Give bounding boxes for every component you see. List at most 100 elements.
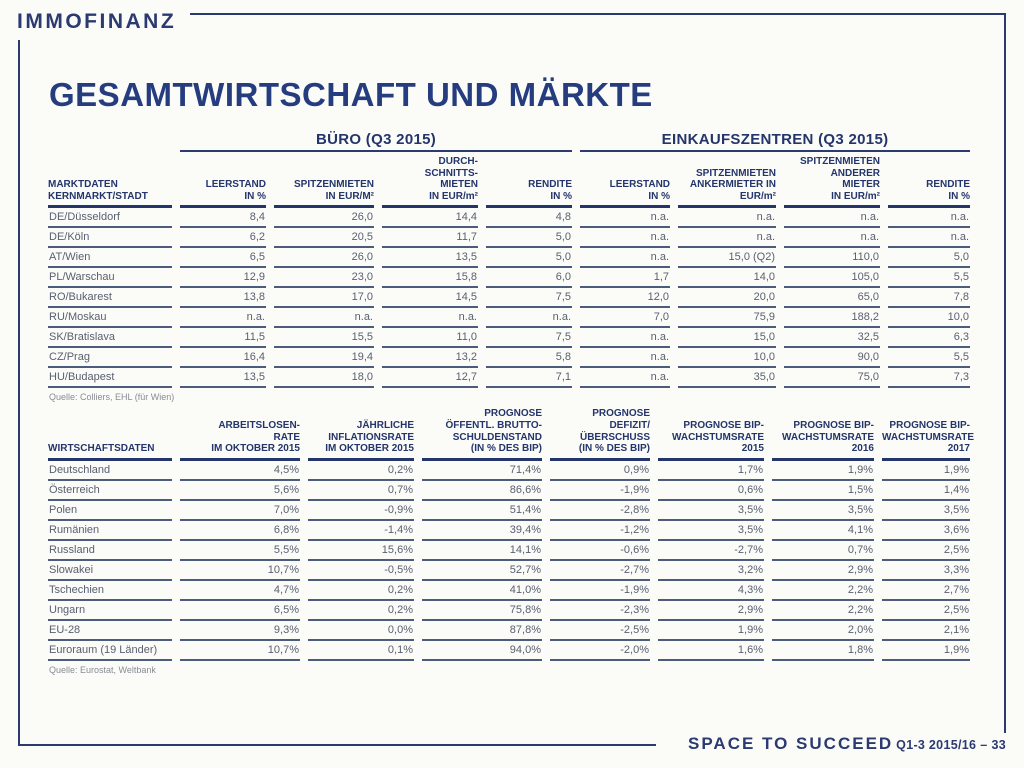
cell-value: 2,7% [882,581,970,601]
cell-value: 20,5 [274,228,374,249]
cell-value: 2,9% [772,561,874,581]
cell-value: 0,2% [308,461,414,481]
column-header-spitzenmieten-anderer: SPITZENMIETEN ANDERER MIETER IN EUR/m² [784,152,881,209]
column-header-bip-2017: PROGNOSE BIP- WACHSTUMSRATE 2017 [882,404,974,461]
cell-value: -1,9% [550,481,650,501]
cell-value: 8,4 [180,208,266,229]
row-label: HU/Budapest [48,368,172,389]
column-header-leerstand-buero: LEERSTAND IN % [180,152,266,209]
cell-value: 5,5 [888,348,971,369]
cell-value: 105,0 [784,268,881,289]
row-label: Ungarn [48,601,172,621]
cell-value: 19,4 [274,348,374,369]
cell-value: 1,9% [658,621,764,641]
economic-data-table: WIRTSCHAFTSDATEN ARBEITSLOSEN- RATE IM O… [40,404,978,661]
cell-value: 0,2% [308,581,414,601]
table-row: RO/Bukarest 13,8 17,0 14,5 7,5 12,0 20,0 65,0 7,… [48,288,971,309]
cell-value: 90,0 [784,348,881,369]
cell-value: 12,7 [382,368,478,389]
cell-value: -0,9% [308,501,414,521]
table-row: Ungarn 6,5% 0,2% 75,8% -2,3% 2,9% 2,2% 2,5% [48,601,970,621]
market-table-source: Quelle: Colliers, EHL (für Wien) [49,392,175,403]
table-row: DE/Düsseldorf 8,4 26,0 14,4 4,8 n.a. n.a. n.a. n… [48,208,971,229]
cell-value: 1,8% [772,641,874,661]
footer-page-info: Q1-3 2015/16–33 [892,738,1006,752]
cell-value: n.a. [580,248,671,269]
cell-value: 1,9% [772,461,874,481]
cell-value: n.a. [180,308,266,329]
cell-value: 16,4 [180,348,266,369]
cell-value: n.a. [784,228,881,249]
cell-value: n.a. [274,308,374,329]
cell-value: 15,0 [678,328,777,349]
table-row: PL/Warschau 12,9 23,0 15,8 6,0 1,7 14,0 105,0 5,… [48,268,971,289]
cell-value: 5,6% [180,481,300,501]
cell-value: 15,5 [274,328,374,349]
cell-value: 1,7% [658,461,764,481]
cell-value: 13,8 [180,288,266,309]
cell-value: 1,7 [580,268,671,289]
cell-value: 17,0 [274,288,374,309]
cell-value: 1,5% [772,481,874,501]
row-label: SK/Bratislava [48,328,172,349]
cell-value: 13,5 [382,248,478,269]
cell-value: 2,0% [772,621,874,641]
table-row: Euroraum (19 Länder) 10,7% 0,1% 94,0% -2,0% 1… [48,641,970,661]
cell-value: 26,0 [274,248,374,269]
frame-right-line [1004,13,1006,733]
page-title: GESAMTWIRTSCHAFT UND MÄRKTE [49,76,653,113]
table-row: Rumänien 6,8% -1,4% 39,4% -1,2% 3,5% 4,1% 3,6% [48,521,970,541]
cell-value: 14,0 [678,268,777,289]
cell-value: 3,5% [658,521,764,541]
cell-value: 6,8% [180,521,300,541]
cell-value: 7,3 [888,368,971,389]
immofinanz-logo: IMMOFINANZ [17,10,177,33]
table-row: HU/Budapest 13,5 18,0 12,7 7,1 n.a. 35,0 75,0 7,… [48,368,971,389]
cell-value: 3,2% [658,561,764,581]
column-header-schuldenstand: PROGNOSE ÖFFENTL. BRUTTO- SCHULDENSTAND … [422,404,542,461]
cell-value: n.a. [580,348,671,369]
row-label: RO/Bukarest [48,288,172,309]
row-label: Deutschland [48,461,172,481]
column-header-inflationsrate: JÄHRLICHE INFLATIONSRATE IM OKTOBER 2015 [308,404,414,461]
column-header-arbeitslosenrate: ARBEITSLOSEN- RATE IM OKTOBER 2015 [180,404,300,461]
economic-table-body: Deutschland 4,5% 0,2% 71,4% 0,9% 1,7% 1,9% 1,9%… [48,461,970,661]
cell-value: 4,7% [180,581,300,601]
cell-value: 10,7% [180,641,300,661]
cell-value: 11,5 [180,328,266,349]
cell-value: 4,8 [486,208,573,229]
cell-value: 5,0 [486,248,573,269]
cell-value: 15,8 [382,268,478,289]
cell-value: 12,0 [580,288,671,309]
column-header-spitzenmieten-ankermieter: SPITZENMIETEN ANKERMIETER IN EUR/m² [678,152,777,209]
row-label: Tschechien [48,581,172,601]
cell-value: 0,0% [308,621,414,641]
row-label: PL/Warschau [48,268,172,289]
cell-value: n.a. [382,308,478,329]
column-header-marktdaten: MARKTDATEN KERNMARKT/STADT [48,152,172,209]
cell-value: 110,0 [784,248,881,269]
column-header-rendite-buero: RENDITE IN % [486,152,573,209]
table-row: AT/Wien 6,5 26,0 13,5 5,0 n.a. 15,0 (Q2) 110,0 5… [48,248,971,269]
cell-value: 75,9 [678,308,777,329]
group-header-row: BÜRO (Q3 2015) EINKAUFSZENTREN (Q3 2015) [48,131,971,152]
cell-value: 7,5 [486,328,573,349]
cell-value: -0,5% [308,561,414,581]
column-header-row: WIRTSCHAFTSDATEN ARBEITSLOSEN- RATE IM O… [48,404,974,461]
cell-value: -1,4% [308,521,414,541]
group-header-spacer [48,131,172,152]
cell-value: 7,5 [486,288,573,309]
column-header-spitzenmieten-buero: SPITZENMIETEN IN EUR/M² [274,152,374,209]
cell-value: 87,8% [422,621,542,641]
cell-value: n.a. [678,228,777,249]
cell-value: 35,0 [678,368,777,389]
cell-value: 2,9% [658,601,764,621]
cell-value: 10,0 [888,308,971,329]
cell-value: 1,9% [882,641,970,661]
row-label: Slowakei [48,561,172,581]
cell-value: n.a. [580,208,671,229]
frame-left-line [18,40,20,746]
cell-value: 1,4% [882,481,970,501]
cell-value: 14,4 [382,208,478,229]
table-row: SK/Bratislava 11,5 15,5 11,0 7,5 n.a. 15,0 32,5… [48,328,971,349]
